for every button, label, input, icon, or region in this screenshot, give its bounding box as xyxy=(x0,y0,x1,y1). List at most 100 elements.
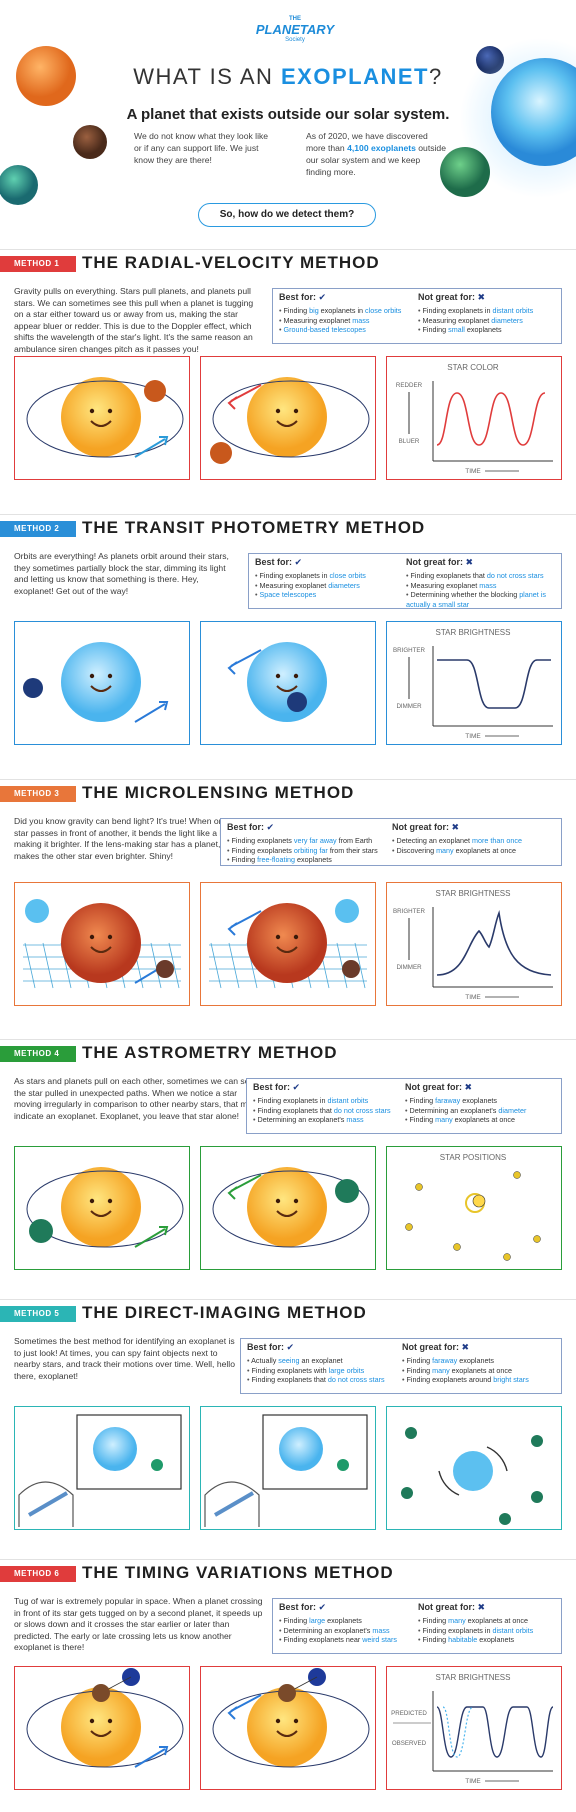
item-text: from Earth xyxy=(336,835,373,845)
planetary-society-logo: THE PLANETARY Society xyxy=(240,16,350,46)
not-great-list: Finding faraway exoplanetsDetermining an… xyxy=(405,1096,557,1125)
exoplanet-position-icon xyxy=(531,1435,543,1447)
item-highlight: mass xyxy=(479,580,497,590)
method-description: Orbits are everything! As planets orbit … xyxy=(14,551,229,596)
illustration-panel xyxy=(200,1406,376,1530)
item-text: an exoplanet xyxy=(299,1355,343,1365)
item-highlight: large orbits xyxy=(328,1365,365,1375)
best-for-item: Finding exoplanets orbiting far from the… xyxy=(227,846,378,856)
method-tag: METHOD 1 xyxy=(0,256,76,272)
best-for-item: Space telescopes xyxy=(255,590,366,600)
not-great-item: Discovering many exoplanets at once xyxy=(392,846,557,856)
method-description: Tug of war is extremely popular in space… xyxy=(14,1596,263,1653)
star-icon xyxy=(61,903,141,983)
star-icon xyxy=(453,1451,493,1491)
item-highlight: weird stars xyxy=(362,1635,397,1645)
item-text: Finding xyxy=(422,1635,449,1645)
best-not-box: Best for: ✔ Finding exoplanets in close o… xyxy=(248,553,562,609)
method-section-6: METHOD 6 THE TIMING VARIATIONS METHOD Tug … xyxy=(0,1559,576,1812)
best-for-heading: Best for: ✔ xyxy=(253,1082,391,1093)
orbit-path xyxy=(26,1170,184,1248)
cross-icon: ✖ xyxy=(459,1342,470,1352)
best-for-item: Finding exoplanets near weird stars xyxy=(279,1635,397,1645)
illustration-panel xyxy=(14,882,190,1006)
section-divider xyxy=(0,779,576,780)
star-icon xyxy=(61,377,141,457)
cross-icon: ✖ xyxy=(475,1602,486,1612)
item-highlight: distant orbits xyxy=(492,305,534,315)
method-tag: METHOD 2 xyxy=(0,521,76,537)
item-highlight: do not cross stars xyxy=(486,570,544,580)
illustration-panel xyxy=(200,882,376,1006)
page-title: WHAT IS AN EXOPLANET? xyxy=(133,64,443,89)
item-text: Measuring exoplanet xyxy=(283,315,353,325)
logo-sub-text: Society xyxy=(285,37,305,43)
chart-svg: STAR BRIGHTNESS BRIGHTER DIMMER TIME xyxy=(393,628,553,740)
method-title: THE MICROLENSING METHOD xyxy=(82,783,355,802)
star-eye xyxy=(275,934,281,940)
item-text: Determining an exoplanet's xyxy=(409,1105,499,1115)
star-eye xyxy=(107,1718,113,1724)
chart-title: STAR COLOR xyxy=(447,363,499,372)
not-great-item: Measuring exoplanet diameters xyxy=(418,316,557,326)
method-description: As stars and planets pull on each other,… xyxy=(14,1076,262,1121)
motion-arrow xyxy=(134,703,166,723)
best-for-item: Actually seeing an exoplanet xyxy=(247,1356,385,1366)
item-highlight: distant orbits xyxy=(327,1095,369,1105)
illustration-svg xyxy=(227,642,327,722)
not-great-column: Not great for: ✖ Finding exoplanets that … xyxy=(406,557,557,610)
logo-top-text: THE xyxy=(289,16,301,22)
star-eye xyxy=(107,934,113,940)
star-smile xyxy=(276,946,298,953)
illustration-panel xyxy=(14,1146,190,1270)
star-eye xyxy=(89,1198,95,1204)
item-text: Finding xyxy=(231,855,258,865)
star-smile xyxy=(276,1210,298,1217)
item-text: exoplanets at once xyxy=(452,1115,516,1125)
method-tag: METHOD 3 xyxy=(0,786,76,802)
item-text: Finding exoplanets in xyxy=(422,305,493,315)
arrowhead xyxy=(159,701,169,711)
chart-panel: STAR BRIGHTNESS BRIGHTER DIMMER TIME xyxy=(386,882,562,1006)
chart-panel xyxy=(386,1406,562,1530)
y-axis-top-label: REDDER xyxy=(396,382,423,389)
not-great-column: Not great for: ✖ Finding many exoplanets … xyxy=(418,1602,557,1645)
method-tag: METHOD 5 xyxy=(0,1306,76,1322)
target-star-icon xyxy=(472,1194,486,1208)
teal-planet-icon xyxy=(0,165,38,205)
item-highlight: close orbits xyxy=(365,305,402,315)
best-for-item: Finding large exoplanets xyxy=(279,1616,397,1626)
item-text: Finding xyxy=(409,1095,436,1105)
best-for-heading: Best for: ✔ xyxy=(255,557,366,568)
section-divider xyxy=(0,1039,576,1040)
item-text: Actually xyxy=(251,1355,279,1365)
star-smile xyxy=(276,1730,298,1737)
illustration-svg xyxy=(26,1668,184,1768)
star-color-curve xyxy=(436,392,546,446)
exoplanet-icon xyxy=(342,960,360,978)
exoplanet-icon xyxy=(92,1684,110,1702)
item-highlight: habitable xyxy=(448,1635,478,1645)
best-for-heading: Best for: ✔ xyxy=(227,822,378,833)
orbit-path xyxy=(212,380,370,458)
method-section-5: METHOD 5 THE DIRECT-IMAGING METHOD Sometim… xyxy=(0,1299,576,1560)
exoplanet-icon xyxy=(29,1219,53,1243)
item-text: exoplanets xyxy=(460,1095,498,1105)
item-text: Finding exoplanets in xyxy=(257,1095,328,1105)
star-smile xyxy=(90,1210,112,1217)
item-highlight: more than once xyxy=(472,835,522,845)
observed-curve xyxy=(442,1706,474,1758)
best-for-column: Best for: ✔ Finding exoplanets in close o… xyxy=(255,557,366,600)
item-text: Measuring exoplanet xyxy=(259,580,329,590)
item-text: Measuring exoplanet xyxy=(410,580,480,590)
star-eye xyxy=(275,1198,281,1204)
not-great-item: Determining an exoplanet's diameter xyxy=(405,1106,557,1116)
item-text: Finding exoplanets that xyxy=(257,1105,334,1115)
best-for-list: Finding exoplanets very far away from Ea… xyxy=(227,836,378,865)
motion-arrow xyxy=(486,1446,508,1472)
item-text: exoplanets xyxy=(464,325,502,335)
item-text: Determining whether the blocking xyxy=(410,590,520,600)
not-great-label: Not great for: xyxy=(418,1602,475,1612)
star-icon xyxy=(61,1167,141,1247)
item-text: exoplanets at once xyxy=(449,1365,513,1375)
